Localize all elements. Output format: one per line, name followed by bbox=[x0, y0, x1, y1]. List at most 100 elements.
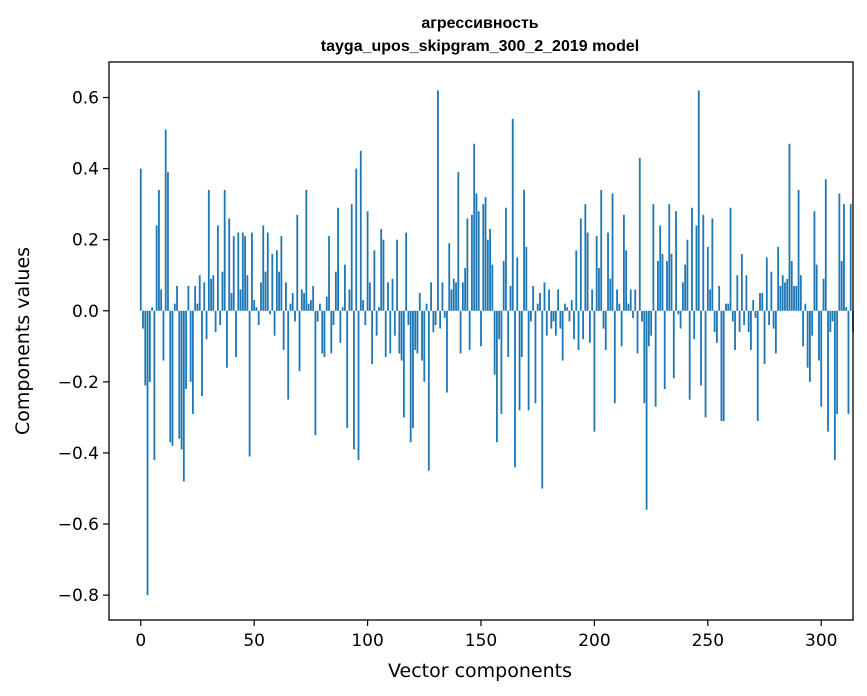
y-tick-label: 0.0 bbox=[72, 302, 99, 322]
bar bbox=[530, 310, 532, 322]
bar bbox=[675, 211, 677, 311]
bar bbox=[457, 172, 460, 311]
x-tick-label: 150 bbox=[465, 631, 497, 651]
bar bbox=[339, 310, 342, 343]
bar bbox=[387, 282, 389, 311]
bar bbox=[414, 310, 417, 350]
bar bbox=[634, 289, 637, 311]
bar bbox=[600, 189, 603, 311]
bar bbox=[729, 207, 732, 311]
bar bbox=[348, 289, 351, 311]
bar bbox=[706, 246, 709, 311]
bar bbox=[287, 310, 290, 400]
bar bbox=[298, 310, 301, 372]
bar bbox=[296, 214, 299, 311]
bar bbox=[505, 207, 507, 311]
y-tick-label: 0.4 bbox=[72, 160, 99, 180]
bar bbox=[573, 310, 575, 340]
bar bbox=[332, 310, 335, 326]
bar bbox=[582, 310, 584, 340]
bar bbox=[423, 310, 426, 382]
bar bbox=[409, 310, 412, 443]
bar bbox=[491, 264, 494, 311]
bar bbox=[661, 253, 664, 311]
bar bbox=[500, 310, 503, 414]
bar bbox=[629, 289, 632, 311]
bar bbox=[650, 310, 653, 336]
bar bbox=[362, 300, 364, 311]
bar bbox=[167, 172, 169, 311]
bar bbox=[180, 310, 183, 450]
bar bbox=[616, 289, 618, 311]
bar bbox=[464, 268, 467, 311]
bar bbox=[205, 310, 208, 340]
bar bbox=[271, 253, 274, 311]
bar bbox=[260, 282, 262, 311]
bar bbox=[307, 303, 310, 311]
bar bbox=[466, 218, 469, 311]
bar bbox=[745, 275, 748, 311]
bar bbox=[407, 310, 410, 326]
bar bbox=[452, 278, 455, 311]
bar bbox=[459, 310, 462, 354]
y-axis-ticks: −0.8 −0.6 −0.4 −0.2 0.0 0.2 0.4 0.6 bbox=[58, 89, 109, 606]
axes-frame bbox=[108, 61, 854, 621]
bar bbox=[827, 310, 829, 432]
bar bbox=[693, 310, 696, 340]
bar bbox=[264, 271, 267, 311]
bar bbox=[632, 310, 634, 318]
bar bbox=[725, 303, 727, 311]
bar bbox=[421, 310, 423, 361]
bar bbox=[795, 285, 798, 311]
bar bbox=[207, 189, 210, 311]
bar bbox=[777, 246, 780, 311]
bar bbox=[382, 239, 385, 311]
bar bbox=[840, 261, 843, 311]
bar bbox=[244, 236, 246, 311]
bar bbox=[171, 310, 174, 446]
bar bbox=[468, 310, 471, 350]
bar bbox=[182, 310, 185, 482]
bar bbox=[164, 129, 167, 311]
y-tick-label: −0.2 bbox=[58, 373, 99, 393]
bar bbox=[289, 303, 292, 311]
bar bbox=[480, 310, 482, 347]
x-tick-label: 300 bbox=[805, 631, 837, 651]
bar bbox=[430, 282, 432, 311]
bar bbox=[688, 310, 691, 400]
bar bbox=[153, 310, 156, 461]
bar bbox=[831, 310, 834, 322]
bar bbox=[774, 310, 777, 354]
bar bbox=[178, 310, 181, 439]
bar bbox=[389, 310, 392, 354]
bar bbox=[305, 189, 308, 311]
bar bbox=[697, 90, 700, 311]
bar bbox=[790, 261, 793, 311]
bar bbox=[230, 293, 233, 311]
bar bbox=[527, 310, 530, 411]
bar bbox=[568, 310, 571, 322]
bar bbox=[405, 232, 408, 311]
bar bbox=[759, 293, 761, 311]
bar bbox=[793, 285, 795, 311]
bar bbox=[813, 211, 816, 311]
bar bbox=[625, 250, 628, 311]
bar bbox=[763, 310, 766, 365]
bar bbox=[498, 310, 501, 340]
bar bbox=[210, 278, 212, 311]
bar bbox=[228, 218, 231, 311]
bar bbox=[359, 150, 362, 311]
bar bbox=[772, 310, 775, 329]
bar bbox=[412, 310, 414, 429]
bar bbox=[192, 310, 194, 414]
bar bbox=[373, 250, 376, 311]
bar bbox=[155, 225, 158, 311]
bar bbox=[393, 310, 396, 336]
bar bbox=[214, 310, 217, 333]
x-tick-label: 100 bbox=[351, 631, 383, 651]
bar bbox=[536, 303, 539, 311]
bar bbox=[588, 310, 591, 343]
bar bbox=[255, 307, 258, 311]
bar bbox=[838, 193, 841, 311]
bar bbox=[552, 310, 555, 322]
